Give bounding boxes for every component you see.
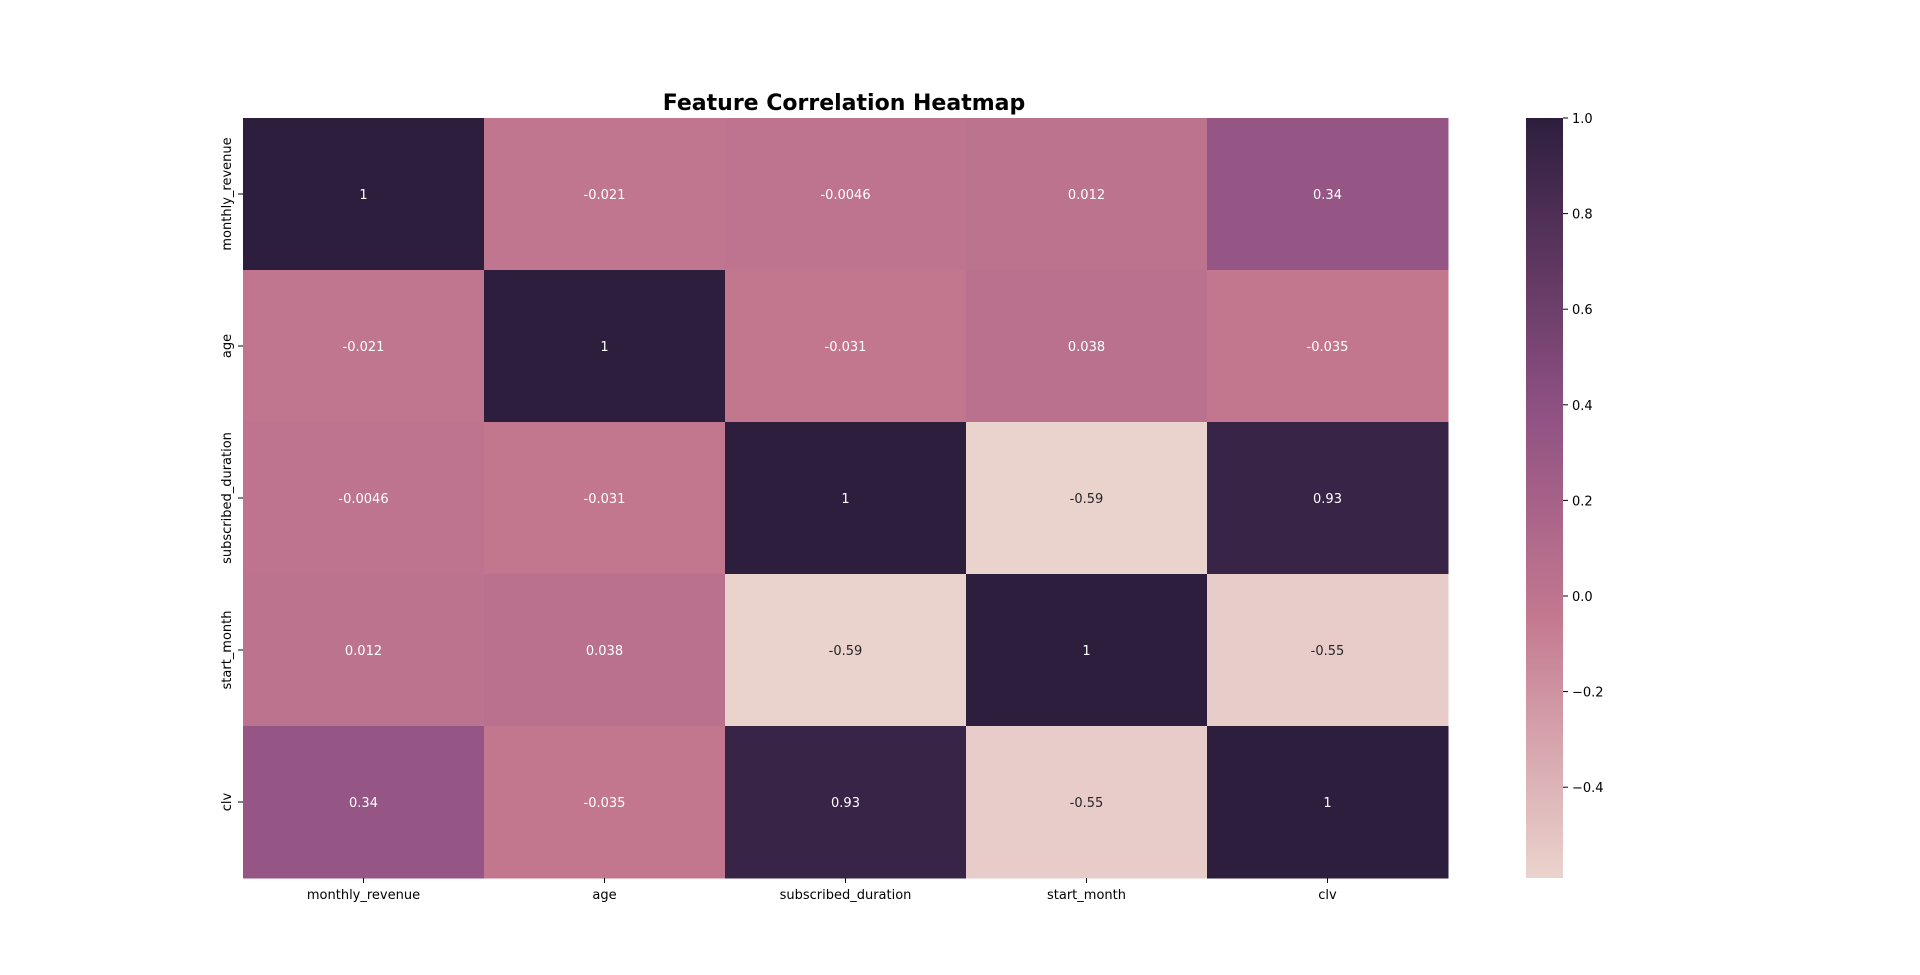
cell-value-label: 0.038 [1068, 340, 1105, 355]
cell-value-label: 0.34 [1313, 188, 1342, 203]
cell-value-label: -0.0046 [338, 492, 388, 507]
cell-value-label: 0.012 [345, 644, 382, 659]
y-tick-label: clv [220, 792, 235, 811]
cell-value-label: -0.035 [1307, 340, 1349, 355]
cell-value-label: -0.0046 [820, 188, 870, 203]
colorbar-tick-label: 0.8 [1572, 208, 1593, 223]
heatmap-cell [484, 422, 726, 575]
y-tick-label: age [220, 334, 235, 358]
colorbar-tick-label: 0.0 [1572, 590, 1593, 605]
cell-value-label: 1 [841, 492, 849, 507]
heatmap-cell [243, 422, 485, 575]
heatmap-cells: 1 -0.021 -0.0046 0.012 0.34 -0.021 1 -0.031 0.03… [243, 118, 1449, 879]
cell-value-label: 0.012 [1068, 188, 1105, 203]
cell-value-label: -0.55 [1311, 644, 1345, 659]
x-tick-label: age [592, 888, 616, 903]
colorbar-gradient [1526, 118, 1563, 878]
heatmap-cell [725, 422, 967, 575]
cell-value-label: 1 [1323, 796, 1331, 811]
heatmap-cell [1207, 118, 1449, 271]
cell-value-label: -0.035 [584, 796, 626, 811]
colorbar-tick-label: −0.2 [1572, 686, 1604, 701]
x-tick-labels: monthly_revenue age subscribed_duration sta… [307, 878, 1337, 903]
colorbar-tick-label: 1.0 [1572, 112, 1593, 127]
heatmap-cell [1207, 270, 1449, 423]
heatmap-cell [1207, 574, 1449, 727]
heatmap-cell [484, 574, 726, 727]
heatmap-cell [484, 270, 726, 423]
x-tick-label: clv [1318, 888, 1337, 903]
y-tick-label: start_month [220, 611, 235, 690]
cell-value-label: 1 [359, 188, 367, 203]
cell-value-label: 0.93 [1313, 492, 1342, 507]
heatmap-cell [243, 118, 485, 271]
heatmap-cell [1207, 422, 1449, 575]
x-tick-label: subscribed_duration [780, 888, 912, 903]
heatmap-cell [1207, 726, 1449, 879]
colorbar-tick-label: 0.2 [1572, 494, 1593, 509]
heatmap-cell [243, 574, 485, 727]
cell-value-label: -0.031 [825, 340, 867, 355]
colorbar-tick-label: 0.6 [1572, 303, 1593, 318]
heatmap-cell [725, 726, 967, 879]
heatmap-cell [725, 270, 967, 423]
heatmap-cell [966, 574, 1208, 727]
heatmap-cell [484, 726, 726, 879]
chart-title: Feature Correlation Heatmap [663, 91, 1025, 116]
cell-value-label: -0.59 [1070, 492, 1104, 507]
colorbar-tick-label: −0.4 [1572, 781, 1604, 796]
cell-value-label: 0.93 [831, 796, 860, 811]
y-tick-label: subscribed_duration [220, 432, 235, 564]
heatmap-cell [243, 270, 485, 423]
y-tick-label: monthly_revenue [220, 137, 235, 250]
heatmap-cell [966, 118, 1208, 271]
cell-value-label: 1 [600, 340, 608, 355]
colorbar-tick-label: 0.4 [1572, 399, 1593, 414]
cell-value-label: -0.55 [1070, 796, 1104, 811]
cell-value-label: 0.038 [586, 644, 623, 659]
heatmap-cell [725, 118, 967, 271]
cell-value-label: -0.021 [584, 188, 626, 203]
x-tick-label: start_month [1047, 888, 1126, 903]
cell-value-label: 1 [1082, 644, 1090, 659]
heatmap-cell [243, 726, 485, 879]
x-tick-label: monthly_revenue [307, 888, 420, 903]
heatmap-cell [725, 574, 967, 727]
cell-value-label: -0.021 [343, 340, 385, 355]
cell-value-label: -0.031 [584, 492, 626, 507]
heatmap-cell [966, 270, 1208, 423]
heatmap-cell [966, 726, 1208, 879]
colorbar: 1.0 0.8 0.6 0.4 0.2 0.0 −0.2 −0.4 [1526, 112, 1604, 878]
cell-value-label: -0.59 [829, 644, 863, 659]
heatmap-cell [484, 118, 726, 271]
cell-value-label: 0.34 [349, 796, 378, 811]
heatmap-cell [966, 422, 1208, 575]
